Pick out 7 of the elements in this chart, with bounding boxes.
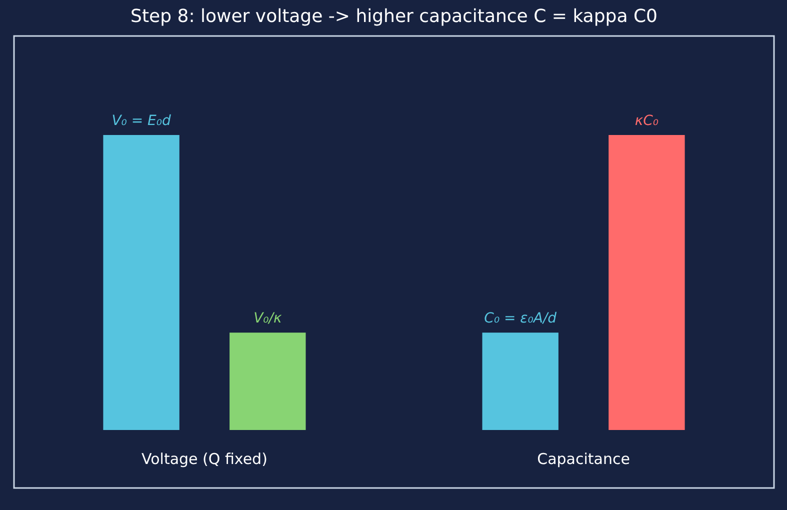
- x-tick-label: κC₀: [634, 113, 659, 129]
- text: Capacitance: [537, 450, 630, 468]
- x-tick-label: V₀ = E₀d: [112, 113, 171, 129]
- x-tick-label: C₀ = ε₀A/d: [484, 310, 557, 327]
- x-tick-label: V₀/κ: [254, 310, 282, 327]
- text: Voltage (Q fixed): [142, 450, 268, 468]
- chart-title: Step 8: lower voltage -> higher capacitance C = kappa C0: [130, 6, 658, 27]
